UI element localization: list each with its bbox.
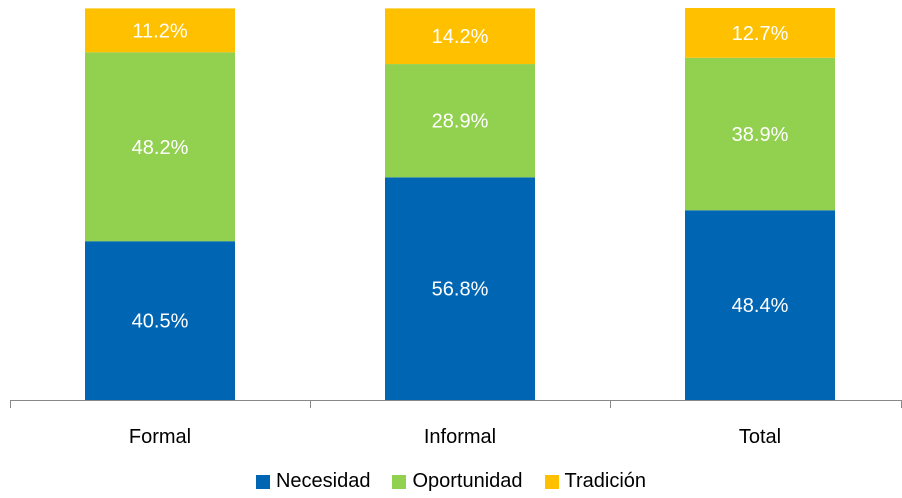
- legend-label-necesidad: Necesidad: [275, 470, 371, 492]
- legend-swatch-tradicion: [544, 474, 559, 489]
- data-label-necesidad-informal: 56.8%: [432, 279, 489, 301]
- data-label-tradición-total: 12.7%: [732, 23, 789, 45]
- legend-label-tradicion: Tradición: [564, 470, 647, 492]
- stacked-bar-chart: 40.5% 48.2% 11.2% 56.8% 28.9% 14.2% 48.4% 38.9%…: [10, 8, 902, 448]
- legend-item-oportunidad: Oportunidad: [392, 470, 523, 493]
- legend-item-necesidad: Necesidad: [255, 470, 371, 493]
- data-label-necesidad-total: 48.4%: [732, 295, 789, 317]
- legend-swatch-oportunidad: [392, 474, 407, 489]
- legend: Necesidad Oportunidad Tradición: [0, 470, 902, 493]
- bars-group: 40.5% 48.2% 11.2% 56.8% 28.9% 14.2% 48.4% 38.9%…: [85, 8, 835, 400]
- bar-oportunidad-formal: [85, 52, 235, 242]
- data-label-oportunidad-total: 38.9%: [732, 124, 789, 146]
- bar-oportunidad-total: [685, 57, 835, 211]
- data-label-necesidad-formal: 40.5%: [132, 311, 189, 333]
- data-label-tradición-informal: 14.2%: [432, 26, 489, 48]
- bar-tradición-informal: [385, 8, 535, 65]
- x-tick-label-formal: Formal: [129, 426, 191, 448]
- legend-label-oportunidad: Oportunidad: [412, 470, 523, 492]
- bar-oportunidad-informal: [385, 64, 535, 178]
- legend-swatch-necesidad: [255, 474, 270, 489]
- bar-necesidad-formal: [85, 241, 235, 400]
- legend-item-tradicion: Tradición: [544, 470, 647, 493]
- data-label-oportunidad-informal: 28.9%: [432, 111, 489, 133]
- data-label-tradición-formal: 11.2%: [132, 20, 187, 42]
- x-axis: Formal Informal Total: [10, 400, 902, 448]
- bar-necesidad-total: [685, 210, 835, 400]
- data-label-oportunidad-formal: 48.2%: [132, 137, 189, 159]
- bar-necesidad-informal: [385, 177, 535, 400]
- bar-tradición-formal: [85, 8, 235, 53]
- x-tick-label-total: Total: [739, 426, 781, 448]
- x-tick-label-informal: Informal: [424, 426, 496, 448]
- bar-tradición-total: [685, 8, 835, 58]
